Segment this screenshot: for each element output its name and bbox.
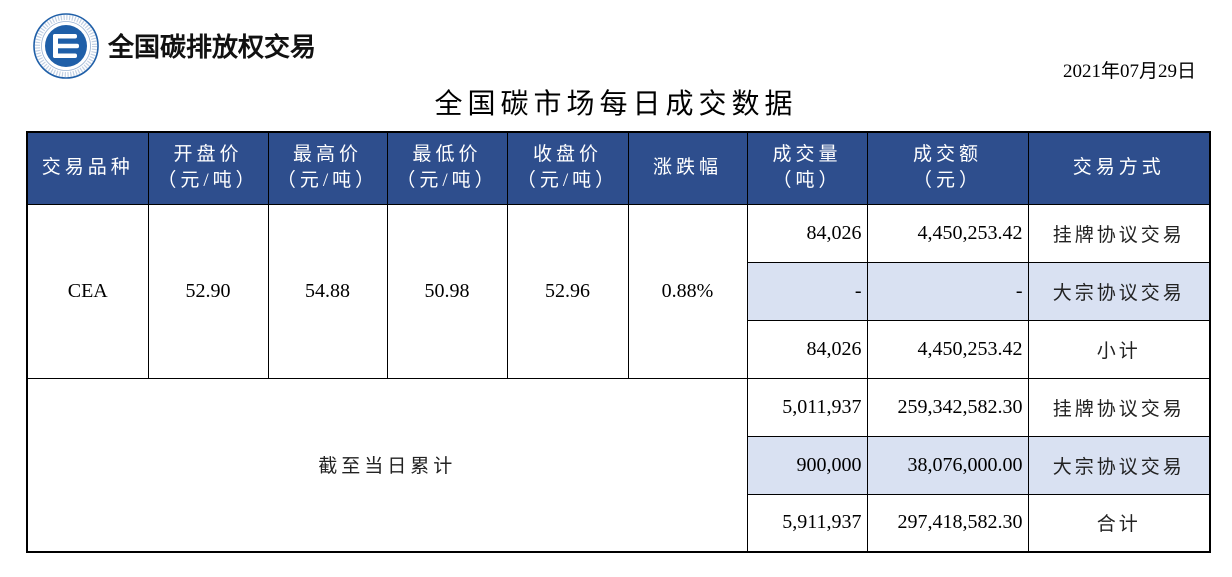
table-header-row: 交易品种 开盘价 （元/吨） 最高价 （元/吨） 最低价 （元/吨） 收盘价 （… <box>26 131 1211 205</box>
header-low: 最低价 （元/吨） <box>386 131 508 205</box>
header-method: 交易方式 <box>1027 131 1211 205</box>
amount-cell: 4,450,253.42 <box>866 203 1029 263</box>
amount-cell: 259,342,582.30 <box>866 377 1029 437</box>
method-cell: 挂牌协议交易 <box>1027 203 1211 263</box>
header-high: 最高价 （元/吨） <box>267 131 388 205</box>
logo-lettering-ring <box>35 15 97 77</box>
daily-high-cell: 54.88 <box>267 203 388 379</box>
header-label: 最低价 <box>412 144 482 166</box>
header-unit: （元/吨） <box>276 170 379 192</box>
amount-cell: - <box>866 261 1029 321</box>
header-unit: （元/吨） <box>157 170 259 192</box>
header-label: 交易品种 <box>41 157 134 179</box>
header-unit: （元/吨） <box>516 170 619 192</box>
header-label: 开盘价 <box>173 144 243 166</box>
method-cell: 大宗协议交易 <box>1027 261 1211 321</box>
header-label: 成交额 <box>912 144 982 166</box>
cumulative-label-cell: 截至当日累计 <box>26 377 748 553</box>
method-cell: 合计 <box>1027 493 1211 553</box>
report-date: 2021年07月29日 <box>1062 61 1196 82</box>
header-label: 收盘价 <box>532 144 602 166</box>
daily-low-cell: 50.98 <box>386 203 508 379</box>
volume-cell: 84,026 <box>746 203 868 263</box>
method-cell: 大宗协议交易 <box>1027 435 1211 495</box>
org-name: 全国碳排放权交易 <box>108 33 317 63</box>
volume-cell: 900,000 <box>746 435 868 495</box>
header-label: 交易方式 <box>1072 157 1165 179</box>
table-row: 84,026 4,450,253.42 小计 <box>27 319 1211 379</box>
header-product: 交易品种 <box>26 131 149 205</box>
header-open: 开盘价 （元/吨） <box>147 131 269 205</box>
daily-product-cell: CEA <box>26 203 149 379</box>
method-cell: 挂牌协议交易 <box>1027 377 1211 437</box>
trading-data-table: 交易品种 开盘价 （元/吨） 最高价 （元/吨） 最低价 （元/吨） 收盘价 （… <box>26 131 1211 553</box>
table-row: CEA 52.90 54.88 50.98 52.96 0.88% 84,026… <box>26 203 1211 379</box>
header-unit: （元） <box>912 170 982 192</box>
volume-cell: 5,011,937 <box>746 377 868 437</box>
logo-e-mark <box>53 34 79 58</box>
daily-change-cell: 0.88% <box>627 203 748 379</box>
header-close: 收盘价 （元/吨） <box>506 131 629 205</box>
method-cell: 小计 <box>1027 319 1211 379</box>
table-row: 截至当日累计 5,011,937 259,342,582.30 挂牌协议交易 <box>26 377 1211 553</box>
header-amount: 成交额 （元） <box>866 131 1029 205</box>
table-row: 5,911,937 297,418,582.30 合计 <box>27 493 1211 553</box>
table-row: 900,000 38,076,000.00 大宗协议交易 <box>27 435 1211 495</box>
daily-open-cell: 52.90 <box>147 203 269 379</box>
logo-inner-ring <box>41 21 91 71</box>
report-title: 全国碳市场每日成交数据 <box>434 89 798 120</box>
volume-cell: 5,911,937 <box>746 493 868 553</box>
header-unit: （吨） <box>772 170 842 192</box>
daily-close-cell: 52.96 <box>506 203 629 379</box>
header-label: 涨跌幅 <box>652 157 722 179</box>
carbon-exchange-emblem-icon <box>33 13 99 79</box>
amount-cell: 297,418,582.30 <box>866 493 1029 553</box>
amount-cell: 38,076,000.00 <box>866 435 1029 495</box>
header-label: 成交量 <box>772 144 842 166</box>
header-label: 最高价 <box>292 144 362 166</box>
amount-cell: 4,450,253.42 <box>866 319 1029 379</box>
header-volume: 成交量 （吨） <box>746 131 868 205</box>
volume-cell: 84,026 <box>746 319 868 379</box>
header-change: 涨跌幅 <box>627 131 748 205</box>
header-unit: （元/吨） <box>396 170 498 192</box>
volume-cell: - <box>746 261 868 321</box>
